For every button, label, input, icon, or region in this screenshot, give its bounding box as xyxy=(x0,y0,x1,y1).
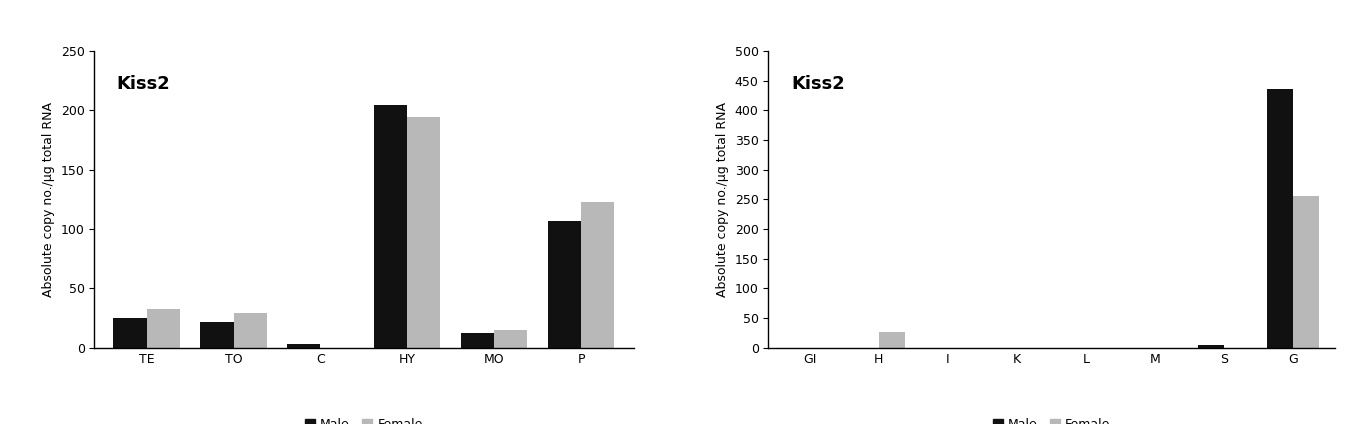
Bar xyxy=(201,321,233,348)
Bar xyxy=(233,313,267,348)
Bar xyxy=(495,330,527,348)
Bar xyxy=(375,106,407,348)
Bar xyxy=(1198,345,1224,348)
Y-axis label: Absolute copy no./μg total RNA: Absolute copy no./μg total RNA xyxy=(716,102,729,297)
Bar xyxy=(461,333,495,348)
Bar xyxy=(549,220,581,348)
Bar xyxy=(113,318,147,348)
Bar xyxy=(879,332,905,348)
Bar xyxy=(407,117,441,348)
Text: Kiss2: Kiss2 xyxy=(116,75,170,92)
Bar xyxy=(147,309,179,348)
Bar xyxy=(581,202,615,348)
Text: Kiss2: Kiss2 xyxy=(791,75,845,92)
Legend: Male, Female: Male, Female xyxy=(988,413,1115,424)
Bar xyxy=(287,344,321,348)
Bar xyxy=(1293,196,1320,348)
Bar xyxy=(1267,89,1293,348)
Y-axis label: Absolute copy no./μg total RNA: Absolute copy no./μg total RNA xyxy=(42,102,55,297)
Legend: Male, Female: Male, Female xyxy=(301,413,427,424)
